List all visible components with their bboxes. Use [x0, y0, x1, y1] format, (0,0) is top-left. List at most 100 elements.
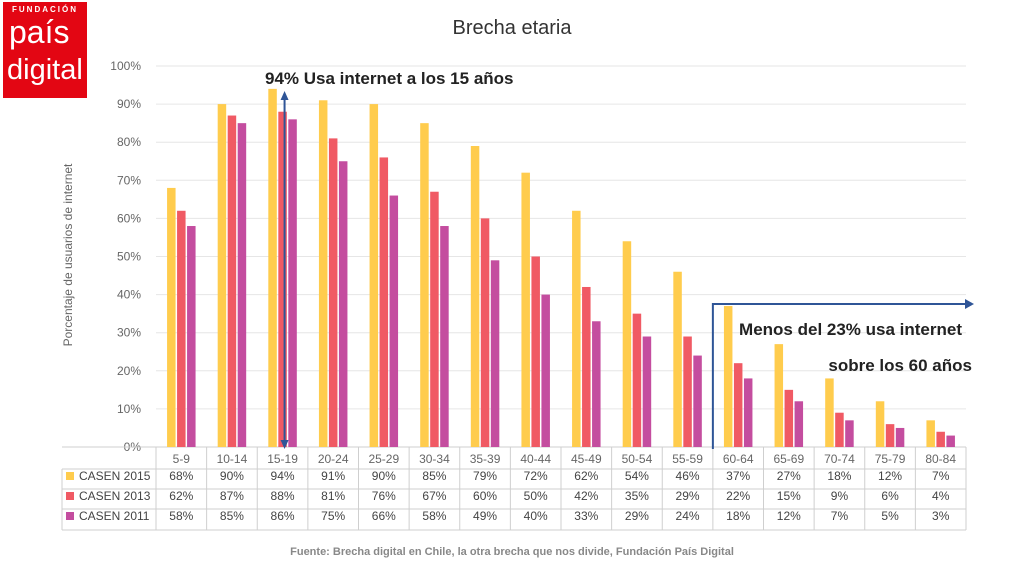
x-category-label: 50-54	[622, 452, 653, 466]
fundacion-pais-digital-logo: FUNDACIÓN país digital	[3, 2, 87, 98]
bar-casen-2013	[430, 191, 439, 447]
logo-digital-text: digital	[7, 54, 83, 86]
data-table-value: 91%	[321, 469, 345, 483]
source-note: Fuente: Brecha digital en Chile, la otra…	[290, 546, 734, 558]
data-table-value: 42%	[574, 489, 598, 503]
bar-casen-2011	[642, 336, 652, 447]
data-table-value: 7%	[932, 469, 950, 483]
bar-casen-2015	[622, 241, 632, 447]
legend-label: CASEN 2015	[79, 469, 151, 483]
x-category-label: 70-74	[824, 452, 855, 466]
bar-casen-2011	[845, 420, 854, 447]
bar-casen-2015	[318, 100, 328, 447]
bar-casen-2015	[723, 306, 733, 447]
y-tick-label: 90%	[117, 97, 141, 111]
data-table-value: 87%	[220, 489, 244, 503]
bar-casen-2013	[885, 424, 895, 447]
annotation-bracket-line	[711, 303, 966, 449]
logo-fundacion-text: FUNDACIÓN	[12, 5, 78, 14]
data-table-value: 49%	[473, 509, 497, 523]
bar-casen-2011	[237, 123, 247, 448]
x-category-label: 75-79	[875, 452, 906, 466]
data-table-value: 35%	[625, 489, 649, 503]
legend-swatch	[66, 512, 74, 520]
bar-casen-2015	[470, 146, 480, 447]
x-category-label: 20-24	[318, 452, 349, 466]
data-table-value: 67%	[422, 489, 446, 503]
x-category-label: 10-14	[217, 452, 248, 466]
bar-casen-2013	[835, 412, 844, 447]
bar-casen-2013	[278, 111, 287, 447]
data-table-value: 86%	[271, 509, 295, 523]
data-table-value: 29%	[676, 489, 700, 503]
x-category-label: 15-19	[267, 452, 298, 466]
bar-casen-2011	[541, 294, 550, 447]
bar-casen-2011	[288, 119, 297, 447]
data-table-value: 90%	[372, 469, 396, 483]
data-table-value: 60%	[473, 489, 497, 503]
bar-casen-2015	[167, 187, 176, 448]
data-table-value: 88%	[271, 489, 295, 503]
data-table-value: 50%	[524, 489, 548, 503]
x-category-label: 45-49	[571, 452, 602, 466]
bar-casen-2011	[895, 427, 905, 447]
bar-casen-2015	[217, 104, 227, 447]
bar-casen-2011	[187, 226, 196, 447]
x-category-label: 25-29	[368, 452, 399, 466]
data-table-value: 40%	[524, 509, 548, 523]
data-table-value: 76%	[372, 489, 396, 503]
bar-casen-2015	[268, 88, 277, 448]
bar-casen-2013	[480, 218, 490, 447]
data-table-value: 94%	[271, 469, 295, 483]
bar-casen-2015	[774, 344, 784, 447]
y-tick-label: 40%	[117, 288, 141, 302]
x-category-label: 5-9	[173, 452, 191, 466]
bar-casen-2015	[369, 104, 379, 447]
bar-casen-2013	[531, 256, 540, 447]
data-table-value: 7%	[831, 509, 849, 523]
data-table-value: 62%	[169, 489, 193, 503]
bar-casen-2015	[420, 123, 429, 448]
data-table-value: 68%	[169, 469, 193, 483]
data-table-value: 85%	[422, 469, 446, 483]
data-table-value: 58%	[422, 509, 446, 523]
x-category-label: 65-69	[773, 452, 804, 466]
annotation-arrow-head-up	[280, 91, 289, 100]
data-table-value: 9%	[831, 489, 849, 503]
data-table-value: 29%	[625, 509, 649, 523]
x-category-label: 35-39	[470, 452, 501, 466]
legend-label: CASEN 2011	[79, 509, 150, 523]
bar-casen-2011	[440, 226, 449, 447]
bar-casen-2015	[825, 378, 834, 447]
annotation-bracket-arrow-head	[965, 299, 974, 309]
legend-swatch	[66, 472, 74, 480]
annotation-menos-23-line2: sobre los 60 años	[828, 356, 972, 375]
data-table-value: 5%	[881, 509, 899, 523]
data-table-value: 12%	[777, 509, 801, 523]
bar-casen-2013	[733, 363, 743, 447]
data-table-value: 27%	[777, 469, 801, 483]
logo-pais-text: país	[9, 14, 70, 50]
bar-casen-2015	[673, 271, 682, 447]
bar-casen-2015	[572, 210, 581, 447]
bar-casen-2011	[794, 401, 804, 447]
data-table-value: 75%	[321, 509, 345, 523]
bar-casen-2011	[946, 435, 955, 447]
data-table-value: 3%	[932, 509, 950, 523]
data-table-value: 54%	[625, 469, 649, 483]
data-table-value: 22%	[726, 489, 750, 503]
y-tick-label: 70%	[117, 173, 141, 187]
bar-casen-2015	[926, 420, 935, 447]
bar-casen-2013	[177, 210, 186, 447]
data-table-value: 62%	[574, 469, 598, 483]
data-table-value: 85%	[220, 509, 244, 523]
annotation-arrow-head-down	[280, 440, 289, 449]
y-tick-label: 30%	[117, 326, 141, 340]
data-table-value: 18%	[726, 509, 750, 523]
bar-casen-2013	[784, 389, 794, 447]
bar-casen-2011	[338, 161, 348, 447]
data-table-value: 72%	[524, 469, 548, 483]
annotation-94-percent: 94% Usa internet a los 15 años	[265, 69, 514, 88]
data-table-value: 46%	[676, 469, 700, 483]
